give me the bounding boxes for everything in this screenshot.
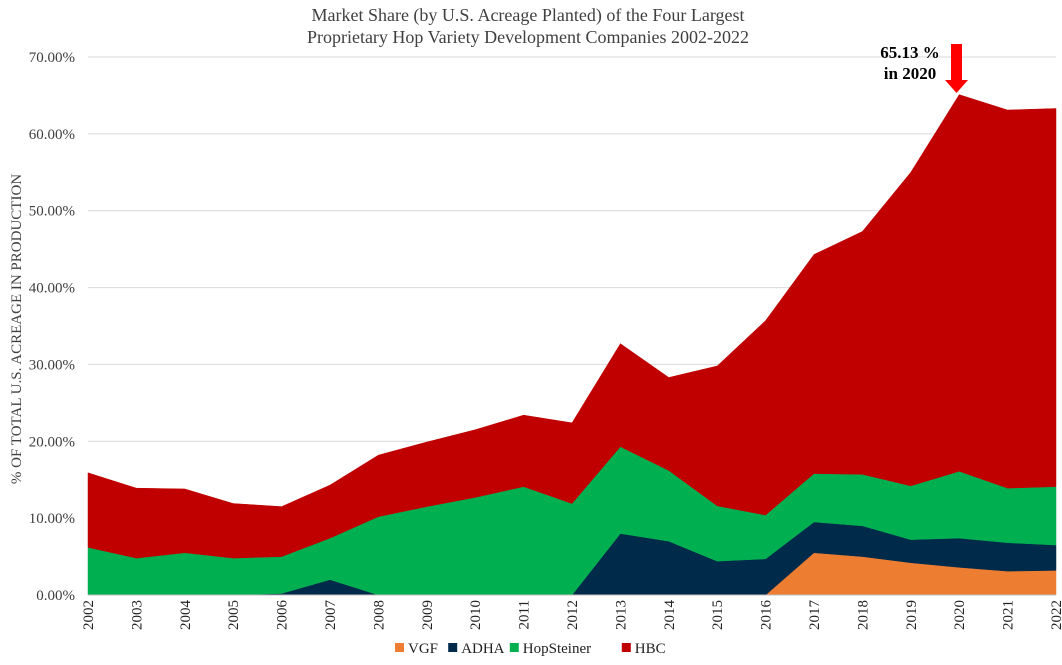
- annotation-arrow-head: [945, 80, 968, 93]
- legend: VGF ADHA HopSteiner HBC: [395, 641, 666, 657]
- x-tick-label: 2004: [178, 600, 194, 631]
- y-tick-label: 20.00%: [29, 434, 75, 450]
- y-tick-label: 30.00%: [29, 357, 75, 373]
- annotation-value: 65.13 %: [880, 43, 940, 62]
- x-tick-label: 2003: [129, 600, 145, 630]
- x-tick-label: 2005: [226, 600, 242, 630]
- x-tick-label: 2021: [1001, 600, 1017, 630]
- annotation-year: in 2020: [884, 64, 936, 83]
- y-tick-label: 10.00%: [29, 511, 75, 527]
- y-tick-label: 0.00%: [36, 588, 75, 604]
- y-tick-label: 50.00%: [29, 204, 75, 220]
- x-tick-label: 2002: [81, 600, 97, 630]
- x-tick-label: 2011: [517, 600, 533, 629]
- peak-annotation: 65.13 % in 2020: [880, 43, 968, 93]
- x-tick-label: 2015: [710, 600, 726, 630]
- y-tick-labels: 0.00% 10.00% 20.00% 30.00% 40.00% 50.00% 60.00…: [29, 50, 75, 604]
- chart-subtitle: Proprietary Hop Variety Development Comp…: [307, 27, 749, 47]
- x-tick-label: 2010: [468, 600, 484, 630]
- y-tick-label: 70.00%: [29, 50, 75, 66]
- x-tick-label: 2006: [275, 600, 291, 631]
- x-tick-label: 2019: [904, 600, 920, 630]
- legend-swatch-adha: [448, 643, 458, 652]
- legend-label-adha: ADHA: [461, 641, 504, 657]
- legend-swatch-vgf: [395, 643, 404, 652]
- area-hbc: [87, 94, 1057, 559]
- y-tick-label: 40.00%: [29, 281, 75, 297]
- x-tick-label: 2017: [807, 600, 823, 631]
- x-tick-label: 2009: [420, 600, 436, 630]
- x-tick-label: 2008: [371, 600, 387, 630]
- x-tick-label: 2012: [565, 600, 581, 630]
- x-tick-label: 2022: [1049, 600, 1062, 630]
- annotation-arrow-shaft: [951, 44, 962, 80]
- x-tick-label: 2013: [613, 600, 629, 630]
- legend-label-vgf: VGF: [408, 641, 438, 657]
- legend-label-hopsteiner: HopSteiner: [523, 641, 591, 657]
- x-tick-labels: 2002 2003 2004 2005 2006 2007 2008 2009 2010 2011…: [81, 600, 1062, 631]
- legend-swatch-hbc: [621, 643, 631, 652]
- y-axis-label: % OF TOTAL U.S. ACREAGE IN PRODUCTION: [9, 174, 25, 484]
- x-tick-label: 2016: [759, 600, 775, 631]
- x-tick-label: 2007: [323, 600, 339, 631]
- x-tick-label: 2020: [952, 600, 968, 630]
- x-tick-label: 2018: [855, 600, 871, 630]
- chart-title: Market Share (by U.S. Acreage Planted) o…: [311, 5, 744, 26]
- legend-swatch-hopsteiner: [509, 643, 519, 652]
- legend-label-hbc: HBC: [635, 641, 666, 657]
- stacked-areas: [87, 94, 1057, 596]
- y-tick-label: 60.00%: [29, 127, 75, 143]
- x-tick-label: 2014: [662, 600, 678, 631]
